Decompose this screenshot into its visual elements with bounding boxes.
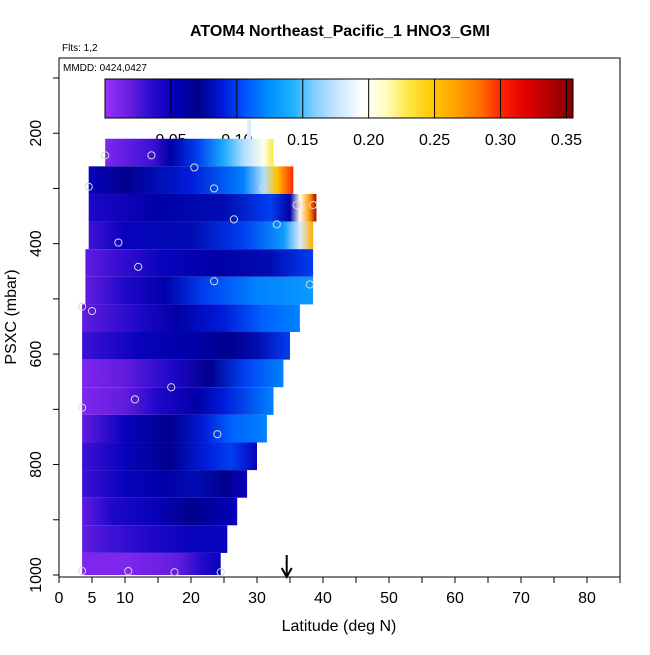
y-tick-label: 1000: [28, 557, 45, 593]
data-point: [101, 151, 110, 160]
x-tick-label: 30: [248, 590, 266, 607]
data-point: [87, 306, 97, 316]
data-point: [190, 163, 199, 172]
data-point: [130, 395, 139, 404]
x-tick-label: 0: [55, 590, 64, 607]
data-points: [78, 151, 318, 577]
data-point: [124, 567, 133, 576]
heatmap-row: [82, 414, 267, 443]
data-point: [309, 200, 318, 210]
heatmap-row: [82, 470, 248, 498]
data-point: [272, 220, 281, 229]
data-point: [210, 277, 219, 286]
colorbar-tick-label: 0.35: [551, 132, 582, 149]
data-point: [78, 567, 87, 576]
chart-title: ATOM4 Northeast_Pacific_1 HNO3_GMI: [190, 23, 490, 40]
data-point: [134, 262, 143, 271]
data-point: [78, 302, 87, 311]
heatmap-row: [85, 249, 314, 277]
x-axis: 0 5 10 20 30 40 50 60 70 80: [55, 577, 621, 607]
x-axis-label: Latitude (deg N): [282, 618, 397, 635]
x-tick-label: 20: [182, 590, 200, 607]
heatmap-rows: [82, 119, 317, 575]
x-tick-label: 10: [116, 590, 134, 607]
heatmap-row: [82, 359, 284, 388]
x-tick-label: 80: [578, 590, 596, 607]
colorbar-tick-label: 0.25: [419, 132, 450, 149]
heatmap-row: [88, 221, 314, 250]
data-point: [147, 151, 156, 160]
data-point: [84, 182, 93, 191]
colorbar-gradient: [105, 79, 573, 118]
colorbar-tick-label: 0.30: [485, 132, 516, 149]
colorbar-tick-label: 0.20: [353, 132, 384, 149]
data-point: [292, 200, 301, 210]
data-point: [259, 184, 268, 193]
latitude-marker-arrow: [280, 555, 293, 580]
y-tick-label: 800: [28, 451, 45, 478]
y-tick-label: 600: [28, 341, 45, 368]
heatmap-row: [88, 193, 317, 222]
marker-arrow-head: [280, 567, 293, 580]
data-point: [170, 568, 179, 577]
y-axis: 200 400 600 800 1000: [28, 77, 59, 593]
heatmap-row: [85, 276, 314, 305]
heatmap-cell: [247, 119, 252, 139]
heatmap-row: [82, 497, 238, 526]
x-tick-label: 50: [380, 590, 398, 607]
x-tick-label: 5: [88, 590, 97, 607]
x-tick-label: 70: [512, 590, 530, 607]
data-point: [114, 238, 123, 247]
data-point: [167, 383, 176, 392]
data-point: [213, 430, 222, 439]
y-tick-label: 200: [28, 120, 45, 147]
data-point: [229, 215, 238, 224]
heatmap-row: [88, 166, 294, 194]
heatmap-row: [82, 442, 257, 471]
y-tick-label: 400: [28, 230, 45, 257]
data-point: [210, 184, 219, 193]
x-tick-label: 40: [314, 590, 332, 607]
data-point: [216, 568, 225, 577]
colorbar-tick-label: 0.15: [287, 132, 318, 149]
plot-frame: [58, 57, 621, 578]
flights-label: Flts: 1,2: [62, 43, 98, 54]
data-point: [78, 403, 87, 412]
heatmap-row: [82, 387, 274, 415]
data-point: [305, 280, 314, 289]
colorbar-border: [104, 78, 574, 119]
y-axis-label: PSXC (mbar): [3, 269, 20, 364]
heatmap-row: [82, 304, 300, 333]
heatmap-row: [82, 332, 290, 360]
x-tick-label: 60: [446, 590, 464, 607]
heatmap-row: [105, 138, 274, 167]
heatmap-row: [82, 552, 221, 575]
heatmap-row: [82, 525, 228, 553]
dates-label: MMDD: 0424,0427: [63, 63, 147, 74]
